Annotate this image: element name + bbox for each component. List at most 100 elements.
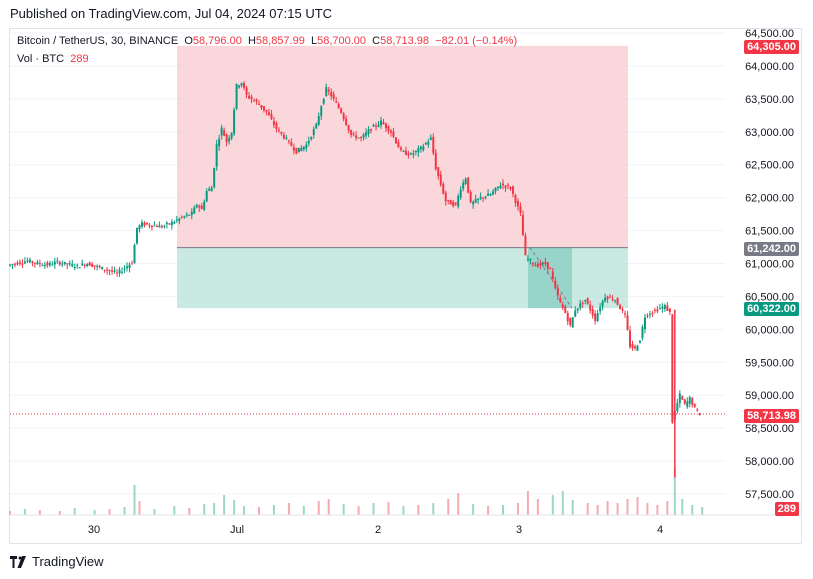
candle-body xyxy=(320,106,323,116)
candle-body xyxy=(591,309,594,316)
candle-body xyxy=(576,308,579,311)
candle-body xyxy=(103,269,106,271)
candle-body xyxy=(235,83,238,109)
volume-bar xyxy=(327,499,330,515)
volume-bar xyxy=(606,501,609,515)
entry-price-badge: 61,242.00 xyxy=(744,242,799,256)
candle-body xyxy=(287,140,290,142)
volume-bar xyxy=(487,506,490,515)
footer-brand[interactable]: TradingView xyxy=(10,554,104,569)
candle-body xyxy=(337,103,340,109)
candle-body xyxy=(292,147,295,151)
candle-body xyxy=(624,313,627,315)
volume-bar xyxy=(656,505,659,515)
candle-body xyxy=(317,116,320,125)
candle-body xyxy=(253,100,256,102)
candle-body xyxy=(245,87,248,95)
candle-body xyxy=(546,262,549,269)
candle-body xyxy=(118,269,121,274)
candle-body xyxy=(412,153,415,155)
candle-body xyxy=(148,224,151,226)
candle-body xyxy=(240,83,243,86)
candle-body xyxy=(414,150,417,153)
candle-body xyxy=(143,222,146,226)
candle-body xyxy=(165,222,168,225)
candle-body xyxy=(387,126,390,132)
volume-bar xyxy=(38,510,41,515)
volume-bar xyxy=(681,499,684,515)
candle-body xyxy=(559,298,562,303)
y-tick-label: 62,500.00 xyxy=(745,160,794,172)
candle-body xyxy=(511,186,514,194)
candle-body xyxy=(594,313,597,322)
candle-body xyxy=(297,147,300,153)
candle-body xyxy=(213,167,216,188)
candle-body xyxy=(290,142,293,147)
tradingview-logo-icon xyxy=(10,555,26,568)
candle-body xyxy=(215,144,218,167)
x-tick-label: Jul xyxy=(230,524,244,536)
candle-body xyxy=(342,113,345,120)
y-tick-label: 57,500.00 xyxy=(745,489,794,501)
volume-bar xyxy=(108,509,111,515)
candle-body xyxy=(394,137,397,144)
candle-body xyxy=(599,307,602,312)
candle-body xyxy=(611,298,614,301)
footer-brand-text: TradingView xyxy=(32,554,104,569)
candle-body xyxy=(462,182,465,189)
candle-body xyxy=(21,263,24,265)
volume-bar xyxy=(502,505,505,515)
volume-bar xyxy=(203,504,206,515)
candle-body xyxy=(514,194,517,203)
x-tick-label: 3 xyxy=(516,524,522,536)
candle-body xyxy=(135,227,138,244)
y-tick-label: 58,500.00 xyxy=(745,423,794,435)
target-zone xyxy=(177,45,628,248)
volume-bar xyxy=(387,502,390,515)
volume-bar xyxy=(357,506,360,515)
volume-bar xyxy=(233,500,236,515)
candle-body xyxy=(534,265,537,267)
volume-bar xyxy=(302,506,305,515)
candle-body xyxy=(267,112,270,116)
candle-body xyxy=(98,265,101,268)
candle-body xyxy=(71,263,74,267)
candle-body xyxy=(444,192,447,202)
candle-body xyxy=(609,296,612,298)
candle-body xyxy=(606,296,609,300)
candle-body xyxy=(494,187,497,192)
legend-ohlc: Bitcoin / TetherUS, 30, BINANCE O58,796.… xyxy=(17,35,517,47)
volume-bar xyxy=(402,506,405,515)
candle-body xyxy=(407,153,410,156)
candle-body xyxy=(26,260,29,262)
candle-body xyxy=(113,270,116,272)
candle-body xyxy=(459,189,462,198)
candle-body xyxy=(66,263,69,265)
volume-bar xyxy=(342,504,345,515)
candle-body xyxy=(18,262,21,264)
candle-body xyxy=(347,125,350,131)
candle-body xyxy=(658,308,661,310)
candle-body xyxy=(539,263,542,266)
y-tick-label: 63,000.00 xyxy=(745,127,794,139)
candle-body xyxy=(519,206,522,213)
volume-bar xyxy=(133,485,136,515)
y-tick-label: 64,000.00 xyxy=(745,61,794,73)
volume-bar xyxy=(93,510,96,515)
candle-body xyxy=(529,259,532,261)
candle-body xyxy=(531,262,534,265)
volume-bar xyxy=(646,503,649,515)
candle-body xyxy=(683,399,686,404)
candle-body xyxy=(681,396,684,400)
candle-body xyxy=(133,244,136,264)
volume-bar xyxy=(447,499,450,515)
legend-h-label: H xyxy=(247,35,256,47)
candle-body xyxy=(526,258,529,260)
candle-body xyxy=(678,393,681,404)
candle-body xyxy=(686,401,689,407)
candle-body xyxy=(442,183,445,194)
candle-body xyxy=(183,216,186,218)
candle-body xyxy=(419,146,422,150)
candle-body xyxy=(434,152,437,170)
